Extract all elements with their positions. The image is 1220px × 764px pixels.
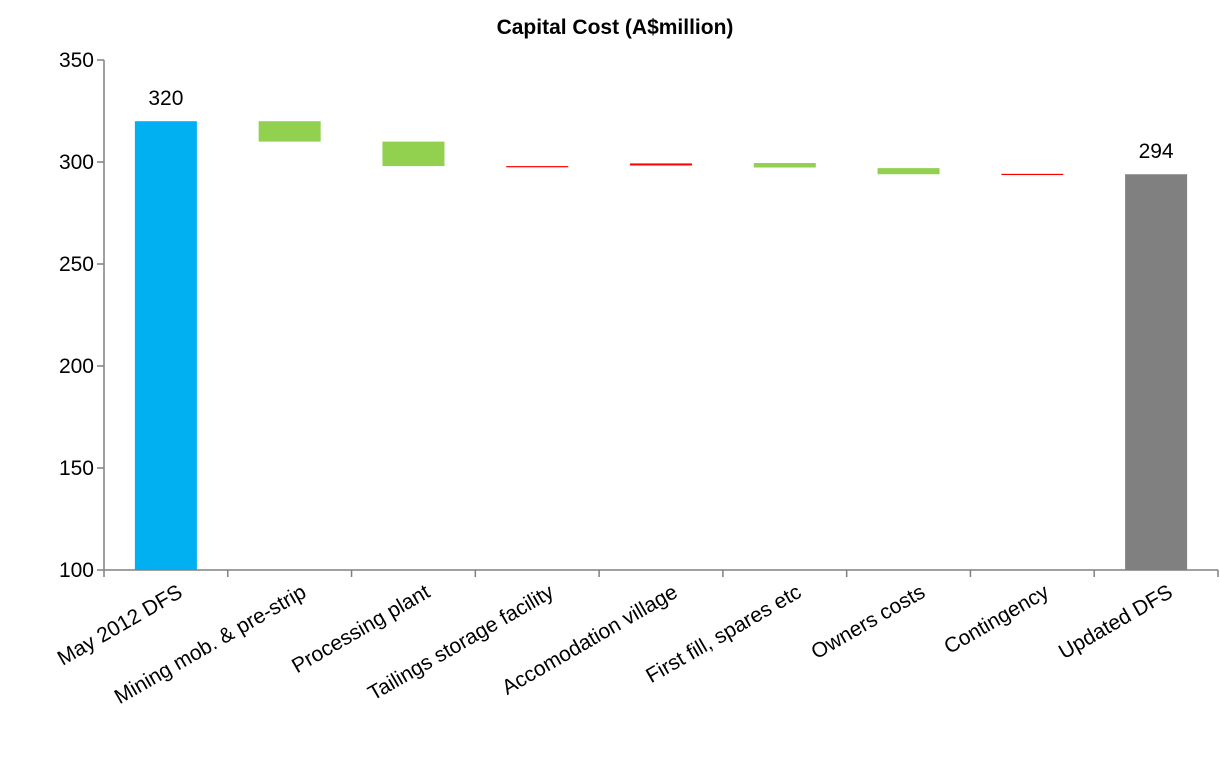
- bar-increase: [630, 163, 692, 166]
- bar-total: [1125, 174, 1188, 571]
- category-label: Owners costs: [807, 580, 929, 664]
- bar-increase: [506, 166, 569, 168]
- y-tick-label: 100: [59, 559, 94, 582]
- bar-decrease: [382, 141, 445, 167]
- y-tick-label: 200: [59, 355, 94, 378]
- category-label: Updated DFS: [1055, 580, 1177, 664]
- chart-title: Capital Cost (A$million): [497, 16, 734, 39]
- data-label: 320: [148, 87, 183, 110]
- y-tick-label: 150: [59, 457, 94, 480]
- bar-decrease: [753, 163, 816, 168]
- bar-decrease: [877, 168, 940, 175]
- data-label: 294: [1139, 140, 1174, 163]
- y-tick-label: 350: [59, 49, 94, 72]
- bar-decrease: [258, 121, 321, 142]
- bar-increase: [1001, 173, 1064, 176]
- y-tick-label: 250: [59, 253, 94, 276]
- y-tick-label: 300: [59, 151, 94, 174]
- category-label: Contingency: [940, 580, 1053, 659]
- bar-total: [134, 121, 197, 570]
